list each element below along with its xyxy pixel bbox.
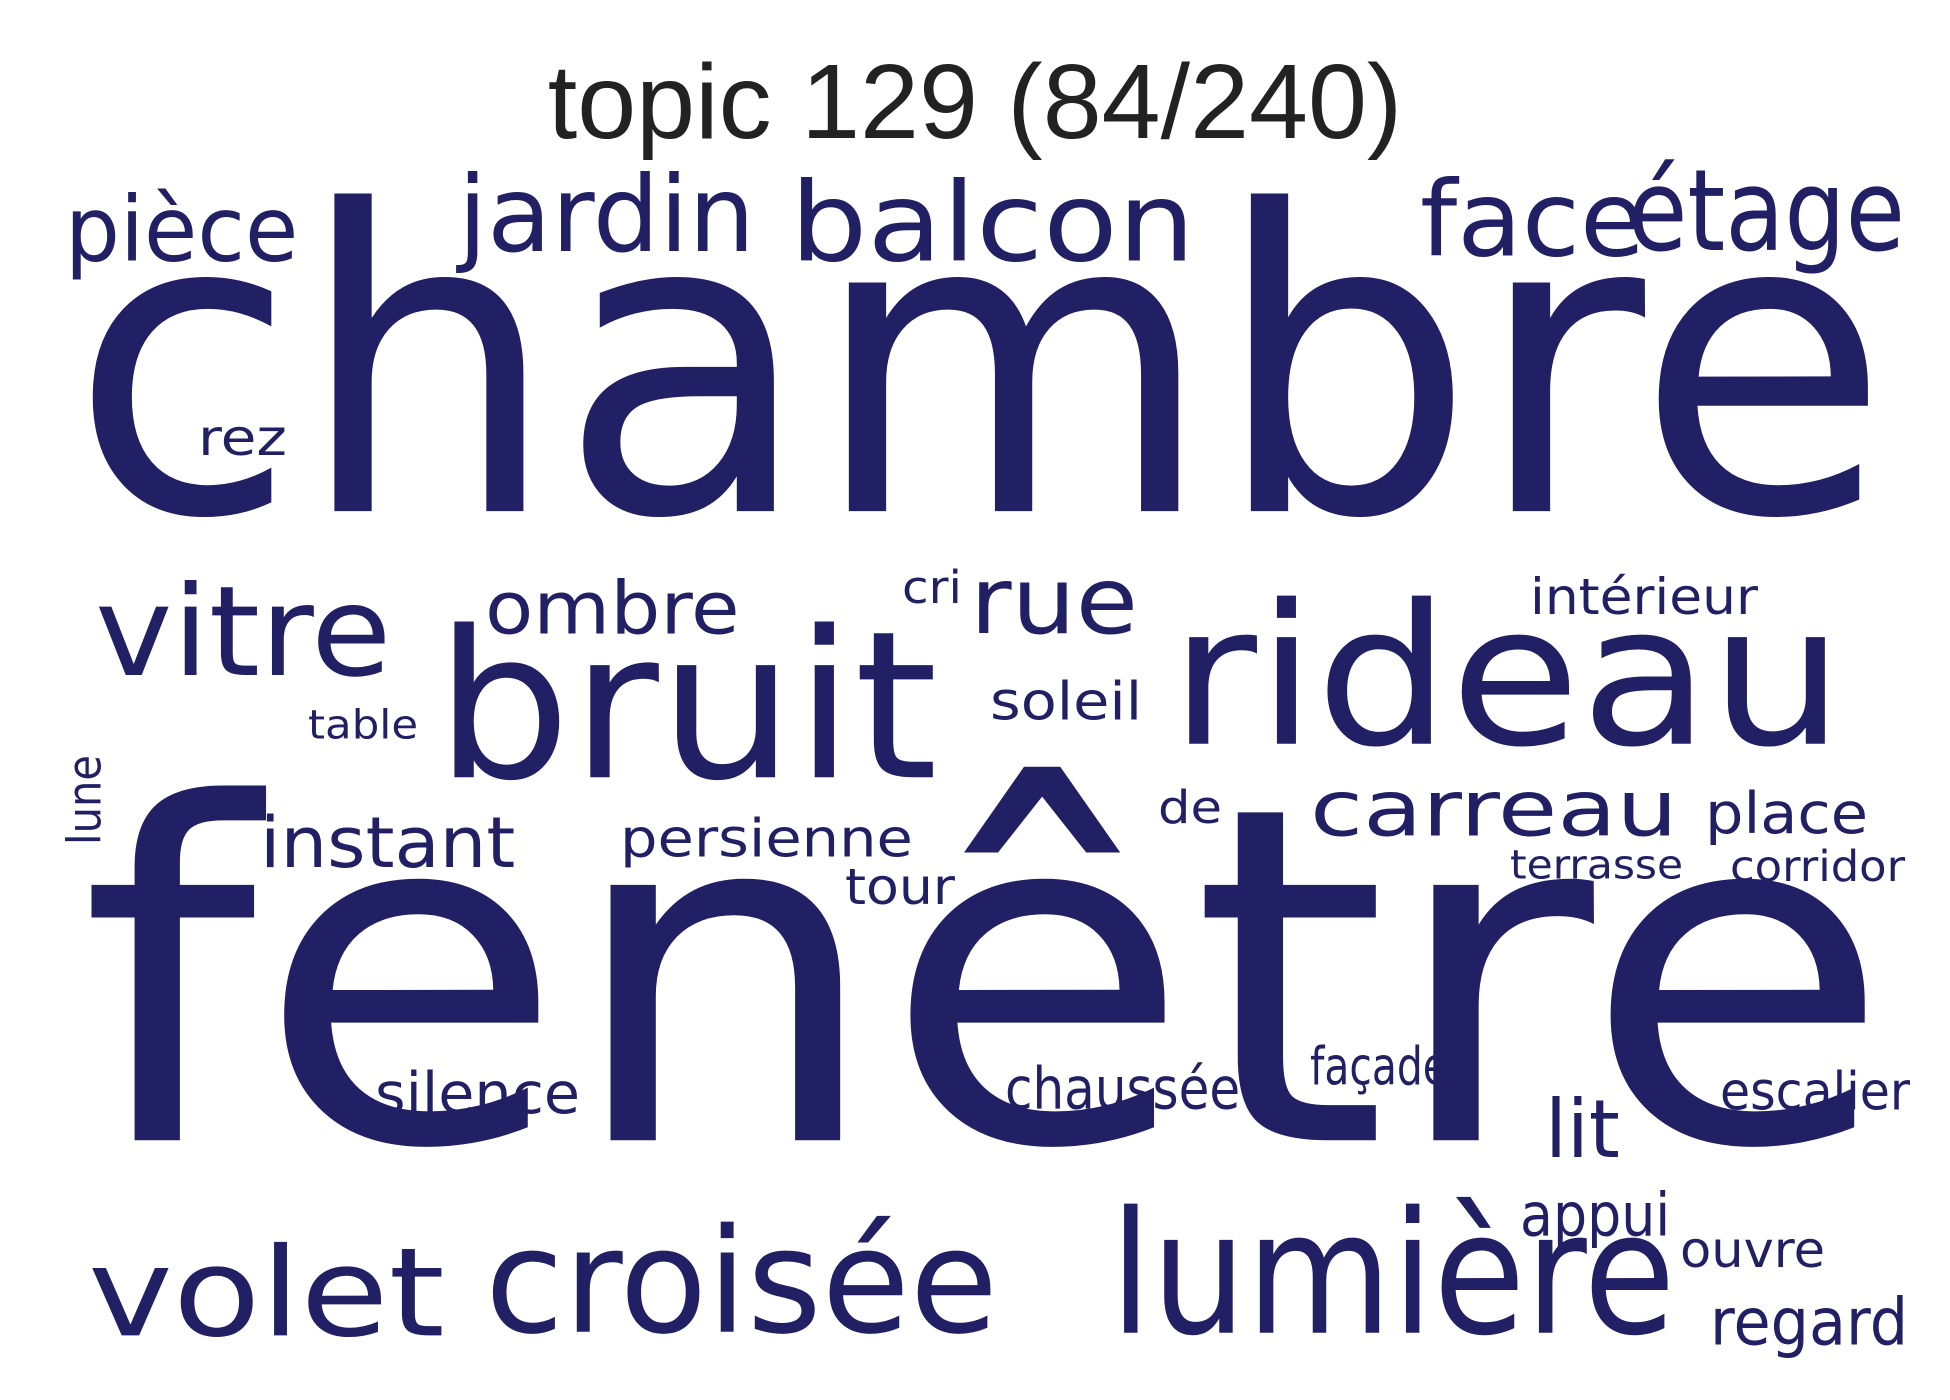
word-regard: regard bbox=[1710, 1284, 1909, 1361]
chart-title: topic 129 (84/240) bbox=[547, 43, 1403, 161]
word-bruit: bruit bbox=[435, 586, 938, 827]
word-chambre: chambre bbox=[70, 122, 1890, 612]
word-persienne: persienne bbox=[620, 807, 913, 870]
word-jardin: jardin bbox=[458, 153, 756, 277]
word-fenetre: fenêtre bbox=[80, 705, 1892, 1253]
word-chaussee: chaussée bbox=[1005, 1054, 1241, 1123]
word-piece: pièce bbox=[65, 176, 299, 283]
word-table: table bbox=[308, 701, 419, 749]
word-rez: rez bbox=[198, 408, 287, 467]
word-ombre: ombre bbox=[485, 565, 740, 651]
word-face: face bbox=[1420, 158, 1645, 281]
word-corridor: corridor bbox=[1730, 841, 1906, 892]
word-lune: lune bbox=[57, 754, 112, 845]
word-terrasse: terrasse bbox=[1510, 841, 1684, 889]
word-lumiere: lumière bbox=[1110, 1174, 1676, 1374]
word-cri: cri bbox=[902, 560, 962, 614]
word-instant: instant bbox=[260, 801, 516, 884]
word-carreau: carreau bbox=[1310, 762, 1678, 855]
word-rideau: rideau bbox=[1170, 562, 1845, 791]
word-silence: silence bbox=[375, 1059, 581, 1127]
word-place: place bbox=[1705, 779, 1869, 847]
word-balcon: balcon bbox=[790, 158, 1196, 287]
word-croisee: croisée bbox=[485, 1196, 999, 1367]
word-tour: tour bbox=[845, 857, 955, 916]
word-escalier: escalier bbox=[1720, 1060, 1911, 1123]
word-lit: lit bbox=[1545, 1082, 1620, 1177]
word-soleil: soleil bbox=[990, 670, 1143, 733]
word-vitre: vitre bbox=[95, 558, 392, 705]
word-volet: volet bbox=[88, 1220, 445, 1365]
word-rue: rue bbox=[970, 546, 1139, 656]
word-facade: façade bbox=[1310, 1035, 1448, 1098]
word-appui: appui bbox=[1520, 1179, 1671, 1250]
word-etage: étage bbox=[1628, 144, 1906, 278]
word-interieur: intérieur bbox=[1530, 567, 1758, 626]
word-ouvre: ouvre bbox=[1680, 1220, 1826, 1279]
word-de: de bbox=[1158, 780, 1222, 834]
